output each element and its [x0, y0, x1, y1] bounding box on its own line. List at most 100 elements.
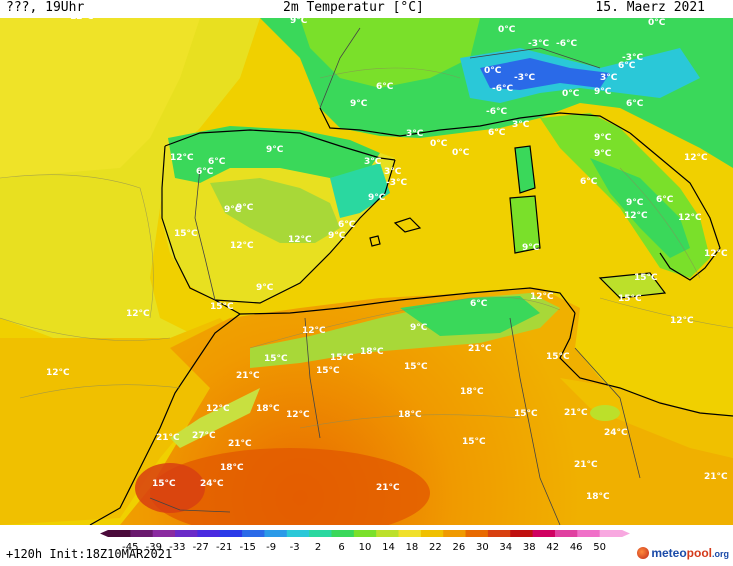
- logo-tld: .org: [712, 549, 729, 559]
- temperature-label: 6°C: [470, 299, 488, 309]
- map-title: 2m Temperatur [°C]: [283, 0, 424, 15]
- location-time-label: ???, 19Uhr: [6, 0, 85, 15]
- temperature-label: 27°C: [192, 431, 216, 441]
- temperature-label: 12°C: [530, 292, 554, 302]
- temperature-label: 21°C: [468, 344, 492, 354]
- legend-tick-label: -45: [122, 542, 138, 553]
- legend-swatch: [398, 530, 422, 537]
- legend-arrow-right: [622, 530, 630, 537]
- temperature-label: 0°C: [430, 139, 448, 149]
- temperature-label: 21°C: [376, 483, 400, 493]
- temperature-label: 15°C: [330, 353, 354, 363]
- atlantic-south-zone: [0, 318, 250, 525]
- legend-arrow-left: [100, 530, 108, 537]
- isotherm-contours: [0, 67, 733, 429]
- pyrenees-cool: [330, 163, 390, 218]
- legend-tick-label: -9: [266, 542, 276, 553]
- legend-swatch: [152, 530, 176, 537]
- temperature-label: 3°C: [512, 120, 530, 130]
- temperature-label: 3°C: [600, 73, 618, 83]
- country-borders: [149, 27, 641, 525]
- legend-tick-label: 30: [476, 542, 489, 553]
- temperature-label: 0°C: [484, 66, 502, 76]
- temperature-label: 18°C: [398, 410, 422, 420]
- temperature-label: 12°C: [230, 241, 254, 251]
- temperature-label: 15°C: [514, 409, 538, 419]
- temperature-label: -6°C: [492, 84, 513, 94]
- temperature-label: 18°C: [586, 492, 610, 502]
- legend-tick-label: 22: [429, 542, 442, 553]
- temperature-label: 12°C: [624, 211, 648, 221]
- temperature-label: 21°C: [156, 433, 180, 443]
- map-header: ???, 19Uhr 2m Temperatur [°C] 15. Maerz …: [0, 0, 733, 18]
- temperature-label: 6°C: [208, 157, 226, 167]
- legend-tick-label: -3: [290, 542, 300, 553]
- temperature-label: 21°C: [704, 472, 728, 482]
- temperature-label: 15°C: [152, 479, 176, 489]
- legend-swatch: [577, 530, 601, 537]
- temperature-label: 15°C: [264, 354, 288, 364]
- temperature-label: 3°C: [364, 157, 382, 167]
- corsica: [515, 146, 535, 193]
- temperature-label: 12°C: [70, 18, 94, 22]
- temperature-label: 9°C: [256, 283, 274, 293]
- temperature-label: -3°C: [386, 178, 407, 188]
- legend-swatch: [420, 530, 444, 537]
- coastlines: [89, 107, 733, 525]
- temperature-label: 0°C: [498, 25, 516, 35]
- temperature-label: 0°C: [562, 89, 580, 99]
- logo-sun-icon: [637, 547, 650, 559]
- temperature-label: 15°C: [546, 352, 570, 362]
- legend-swatch: [465, 530, 489, 537]
- legend-tick-label: 42: [546, 542, 559, 553]
- temperature-label: 21°C: [228, 439, 252, 449]
- temperature-label: 9°C: [290, 18, 308, 26]
- temperature-label: 21°C: [564, 408, 588, 418]
- temperature-label: 12°C: [678, 213, 702, 223]
- sahara-hotspot: [150, 448, 430, 525]
- legend-swatch: [175, 530, 198, 537]
- temperature-label: 12°C: [126, 309, 150, 319]
- iberia-north-cool: [168, 126, 380, 183]
- temperature-label: 3°C: [384, 167, 402, 177]
- legend-swatch: [510, 530, 534, 537]
- temperature-label: 12°C: [670, 316, 694, 326]
- temperature-label: 9°C: [594, 133, 612, 143]
- map-canvas: 12°C9°C0°C0°C-3°C-6°C-3°C0°C6°C-3°C-6°C0…: [0, 18, 733, 525]
- temperature-label: 15°C: [634, 273, 658, 283]
- temperature-label: 18°C: [360, 347, 384, 357]
- temperature-label: 12°C: [46, 368, 70, 378]
- legend-swatch: [376, 530, 400, 537]
- legend-swatch: [532, 530, 556, 537]
- temperature-label: 12°C: [684, 153, 708, 163]
- legend-tick-label: -21: [216, 542, 232, 553]
- temperature-label: 15°C: [210, 302, 234, 312]
- legend-tick-label: 26: [452, 542, 465, 553]
- temperature-label: 18°C: [460, 387, 484, 397]
- color-scale-legend: -45 -39 -33 -27 -21 -15 -9 -3 2 6 10 14 18 22 26 30 34 38…: [100, 530, 630, 553]
- temperature-map: 12°C9°C0°C0°C-3°C-6°C-3°C0°C6°C-3°C-6°C0…: [0, 18, 733, 525]
- libya-coast-zone: [560, 378, 733, 458]
- legend-tick-label: 50: [593, 542, 606, 553]
- legend-swatch: [443, 530, 467, 537]
- temperature-label: -6°C: [486, 107, 507, 117]
- temperature-label: 9°C: [266, 145, 284, 155]
- temperature-label: 15°C: [404, 362, 428, 372]
- atlas-green-patch: [400, 296, 540, 336]
- map-footer: -45 -39 -33 -27 -21 -15 -9 -3 2 6 10 14 18 22 26 30 34 38…: [0, 525, 733, 566]
- temperature-label: 9°C: [522, 243, 540, 253]
- logo-accent: pool: [686, 546, 712, 560]
- temperature-label: 9°C: [328, 231, 346, 241]
- temperature-label: 9°C: [236, 203, 254, 213]
- legend-swatch: [264, 530, 288, 537]
- temperature-label: 9°C: [224, 205, 242, 215]
- legend-tick-label: 34: [499, 542, 512, 553]
- legend-tick-label: 10: [359, 542, 372, 553]
- temperature-label: 21°C: [574, 460, 598, 470]
- france-west-zone: [300, 18, 480, 88]
- legend-swatch: [242, 530, 265, 537]
- temperature-label: 18°C: [256, 404, 280, 414]
- atlantic-cool-zone: [0, 18, 200, 178]
- temperature-label: 6°C: [196, 167, 214, 177]
- sahara-hotspot-west: [135, 463, 205, 513]
